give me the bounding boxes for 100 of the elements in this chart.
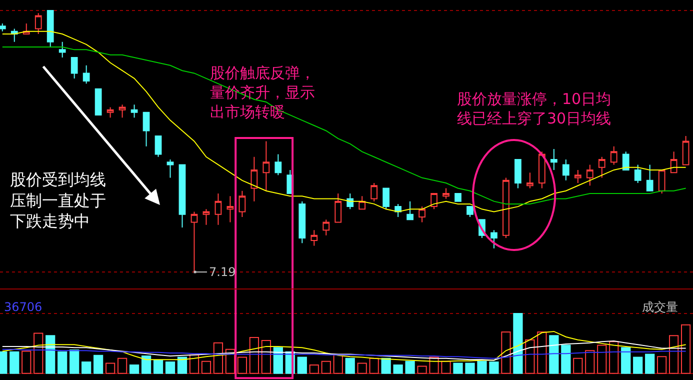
candlestick — [406, 200, 414, 220]
bar — [105, 362, 116, 374]
candlestick — [334, 192, 342, 223]
bar — [405, 360, 415, 374]
candlestick — [94, 88, 102, 116]
bar — [633, 356, 643, 374]
bar — [10, 351, 20, 374]
candlestick — [550, 148, 558, 170]
bar — [82, 362, 92, 374]
candlestick — [382, 188, 390, 210]
candlestick — [310, 230, 318, 246]
bar — [441, 360, 451, 374]
bar — [489, 362, 499, 374]
candlestick — [682, 135, 690, 166]
candlestick — [262, 140, 270, 192]
annotation: 36706 — [4, 300, 42, 314]
candlestick — [46, 10, 54, 48]
bar — [609, 341, 619, 374]
bar — [525, 339, 535, 374]
candlestick — [322, 219, 330, 236]
candlestick — [466, 206, 474, 218]
candlestick — [154, 135, 162, 158]
bar — [345, 358, 355, 374]
candlestick — [418, 206, 426, 223]
candlestick — [490, 230, 498, 249]
bar — [381, 358, 391, 374]
bar — [213, 342, 224, 374]
candlestick — [226, 196, 234, 223]
candlestick — [178, 164, 186, 228]
bar — [645, 354, 655, 374]
candlestick — [586, 164, 594, 186]
bar — [321, 360, 331, 374]
bar — [141, 356, 152, 374]
candlestick — [502, 177, 510, 238]
bar — [58, 351, 68, 374]
candlestick — [646, 164, 654, 192]
candlestick — [622, 151, 630, 170]
candlestick — [202, 208, 210, 226]
bar — [393, 364, 403, 374]
candlestick — [58, 41, 66, 58]
candlestick — [142, 112, 150, 147]
candlestick — [538, 151, 546, 189]
bar — [309, 364, 319, 374]
bar — [465, 362, 475, 374]
bar — [513, 312, 523, 374]
bar — [117, 358, 128, 374]
bar — [201, 360, 212, 374]
candlestick — [130, 104, 138, 118]
bar — [549, 335, 559, 374]
annotation: 股价受到均线压制一直处于下跌走势中 — [10, 170, 106, 231]
bar — [537, 332, 547, 374]
candlestick — [118, 104, 126, 118]
bar — [22, 350, 32, 374]
candlestick — [574, 169, 582, 184]
candlestick — [610, 146, 618, 166]
bar — [273, 347, 283, 374]
bar — [369, 358, 379, 374]
candlestick — [274, 154, 282, 176]
candlestick — [214, 192, 222, 226]
bar — [621, 347, 631, 374]
candlestick — [34, 12, 42, 34]
bar — [70, 350, 80, 374]
candlestick — [634, 164, 642, 184]
candlestick — [298, 200, 306, 244]
bar — [357, 362, 367, 374]
candlestick — [442, 188, 450, 200]
bar — [297, 356, 307, 374]
candlestick — [0, 23, 6, 32]
bar — [94, 354, 104, 374]
candlestick — [514, 159, 522, 189]
bar — [417, 366, 427, 374]
bar — [573, 358, 583, 374]
bar — [477, 360, 487, 374]
bar — [669, 335, 679, 374]
bar — [165, 362, 176, 374]
bar — [657, 356, 667, 374]
bar — [597, 344, 607, 374]
candlestick — [250, 156, 258, 202]
candlestick — [658, 169, 666, 194]
candlestick — [526, 172, 534, 189]
bar — [333, 354, 343, 374]
bar — [453, 362, 463, 374]
annotation: 股价放量涨停，10日均线已经上穿了30日均线 — [457, 90, 612, 128]
candlestick — [82, 64, 90, 84]
candlestick — [166, 159, 174, 178]
bar — [561, 344, 571, 374]
bar — [585, 350, 595, 374]
annotation: 成交量 — [642, 300, 678, 314]
candlestick — [670, 151, 678, 174]
bar — [34, 332, 44, 374]
candlestick — [430, 192, 438, 210]
candlestick — [454, 192, 462, 202]
bar — [129, 364, 140, 374]
candlestick — [370, 182, 378, 202]
candlestick — [238, 190, 246, 218]
candlestick — [562, 159, 570, 181]
bar — [153, 360, 164, 374]
bar — [501, 332, 511, 374]
candlestick — [106, 106, 114, 118]
candlestick — [70, 57, 78, 79]
